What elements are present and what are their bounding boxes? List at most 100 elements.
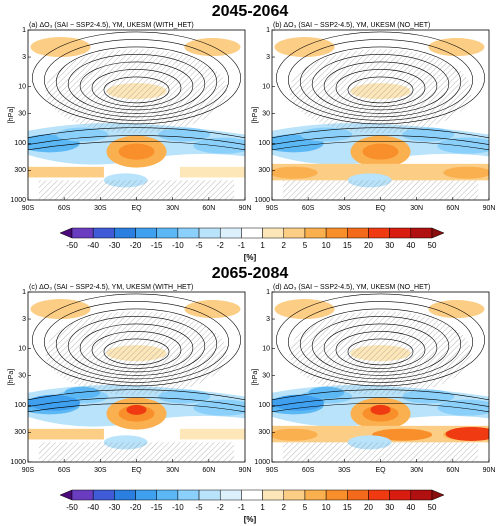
y-axis-label: [hPa] (8, 107, 15, 123)
colorbar-box (135, 489, 157, 501)
colorbar-box (156, 227, 179, 239)
colorbar-label: -2 (217, 241, 225, 250)
colorbar-label: -20 (130, 241, 142, 250)
colorbar-label: -30 (109, 503, 121, 512)
colorbar-box (304, 489, 327, 501)
anomaly-area (372, 428, 433, 441)
x-tick-label: 90S (266, 467, 279, 474)
anomaly-area (274, 299, 335, 320)
anomaly-area (437, 399, 489, 416)
contour (276, 31, 485, 125)
x-tick-label: 30N (410, 467, 423, 474)
x-tick-label: 60S (302, 467, 315, 474)
colorbar-label: 5 (303, 503, 308, 512)
y-tick-label: 1 (266, 27, 270, 34)
anomaly-area (300, 127, 353, 142)
colorbar-unit: [%] (244, 515, 257, 524)
y-tick-label: 3 (266, 316, 270, 323)
colorbar-box (304, 227, 327, 239)
contour (28, 402, 245, 413)
x-tick-label: 60N (446, 467, 459, 474)
colorbar-box (283, 227, 306, 239)
x-tick-label: EQ (375, 205, 386, 212)
contour (28, 127, 245, 139)
contour (311, 54, 450, 114)
colorbar-box (389, 489, 412, 501)
y-tick-label: 1000 (10, 197, 26, 204)
anomaly-band (28, 428, 104, 440)
colorbar-box (198, 489, 221, 501)
contour (28, 397, 245, 407)
colorbar-box (262, 489, 285, 501)
x-tick-label: 90S (22, 467, 35, 474)
colorbar-box (177, 489, 200, 501)
y-tick-label: 100 (14, 402, 26, 409)
colorbar-label: -20 (130, 503, 142, 512)
colorbar-box (283, 489, 306, 501)
anomaly-area (118, 143, 155, 160)
anomaly-area (437, 137, 489, 154)
colorbar-box (92, 227, 115, 239)
colorbar-box (219, 227, 242, 239)
anomaly-area (445, 426, 489, 441)
x-tick-label: 30S (338, 467, 351, 474)
contour (299, 308, 462, 380)
contour (335, 69, 426, 107)
y-tick-label: 300 (14, 429, 26, 436)
contour (28, 140, 245, 151)
x-tick-label: 60S (58, 467, 71, 474)
plot-area (272, 293, 489, 462)
y-tick-label: 30 (18, 373, 26, 380)
colorbar-label: 5 (303, 241, 308, 250)
colorbar-box (92, 489, 115, 501)
x-tick-label: 30N (410, 205, 423, 212)
contour (103, 76, 170, 104)
colorbar-box (389, 227, 412, 239)
y-tick-label: 1 (22, 27, 26, 34)
hatching (38, 442, 235, 462)
contour (276, 293, 485, 387)
contour (67, 316, 206, 376)
contour (272, 140, 489, 151)
colorbar-label: -30 (109, 241, 121, 250)
y-tick-label: 1 (266, 289, 270, 296)
panel-title: (a) ΔO₃ (SAI − SSP2-4.5), YM, UKESM (WIT… (29, 22, 194, 29)
colorbar-label: 50 (428, 503, 437, 512)
contour (32, 293, 241, 387)
colorbar-label: -50 (66, 241, 78, 250)
contour (91, 69, 182, 107)
x-tick-label: 90S (22, 205, 35, 212)
colorbar-box (135, 227, 157, 239)
contour (347, 338, 414, 366)
anomaly-area (56, 127, 109, 142)
hatching (45, 311, 228, 396)
x-tick-label: 90N (483, 205, 496, 212)
y-tick-label: 10 (18, 346, 26, 353)
anomaly-area (126, 404, 147, 415)
colorbar-box (156, 489, 179, 501)
section-title: 2045-2064 (212, 3, 289, 20)
contour (323, 61, 438, 111)
y-tick-label: 30 (262, 111, 270, 118)
colorbar-box (347, 489, 369, 501)
section-title: 2065-2084 (212, 265, 289, 282)
colorbar-box (431, 489, 445, 501)
colorbar-label: -50 (66, 503, 78, 512)
colorbar-label: 30 (385, 241, 394, 250)
contour (287, 39, 474, 121)
contour (32, 31, 241, 125)
contour (311, 316, 450, 376)
y-tick-label: 1000 (10, 459, 26, 466)
anomaly-band (28, 166, 104, 178)
colorbar-label: 2 (282, 503, 287, 512)
hatching (38, 180, 235, 200)
contour (103, 338, 170, 366)
anomaly-band (179, 428, 245, 440)
hatching (282, 180, 479, 200)
x-tick-label: 30N (166, 205, 179, 212)
colorbar-box (368, 489, 390, 501)
colorbar-label: 1 (260, 241, 265, 250)
colorbar-box (59, 227, 73, 239)
anomaly-area (370, 404, 391, 415)
colorbar-box (59, 489, 73, 501)
